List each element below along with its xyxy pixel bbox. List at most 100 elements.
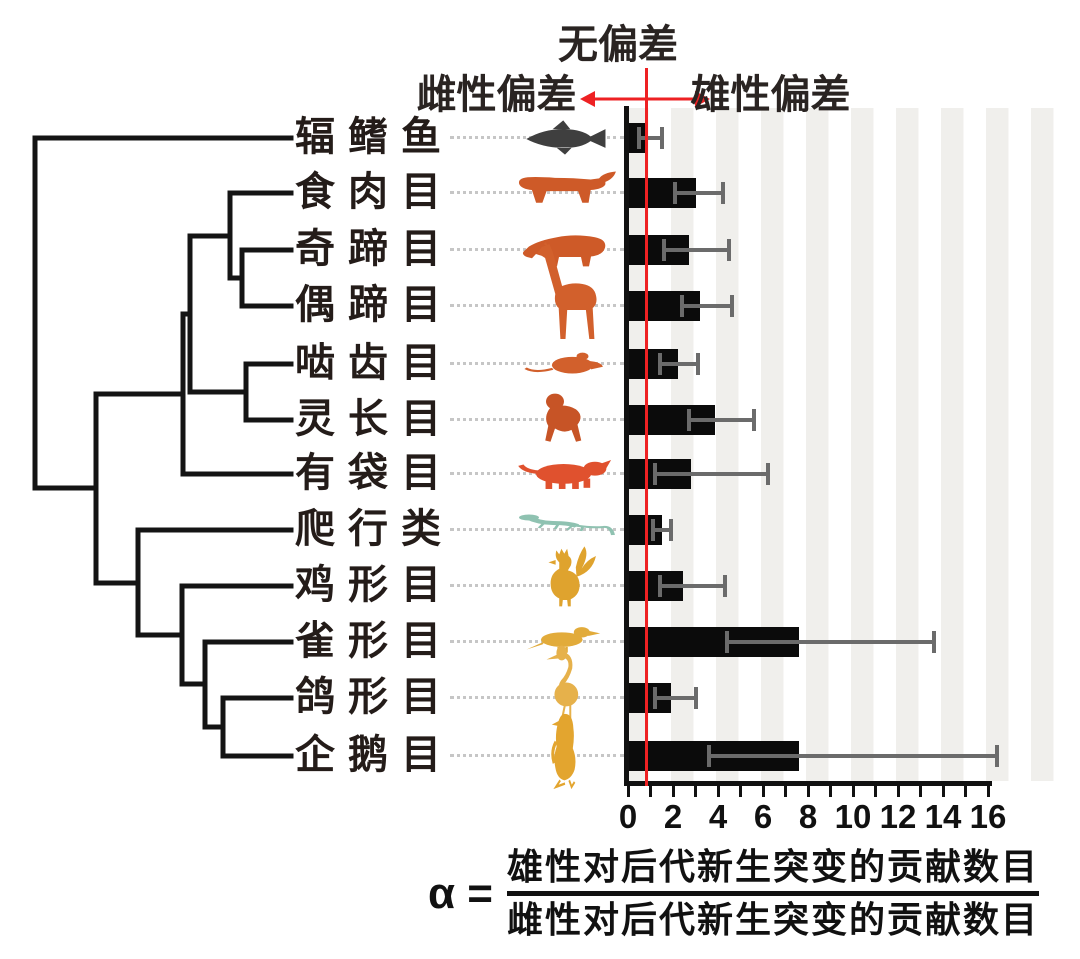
label-no-bias: 无偏差 bbox=[558, 23, 678, 67]
taxon-label: 企鹅目 bbox=[295, 733, 454, 777]
error-bar-line bbox=[655, 472, 768, 476]
taxon-label: 爬行类 bbox=[295, 507, 454, 551]
error-bar-line bbox=[727, 640, 934, 644]
fraction-bar bbox=[506, 891, 1039, 896]
taxon-label: 灵长目 bbox=[295, 397, 454, 441]
x-axis-tick bbox=[806, 786, 810, 797]
x-axis-tick bbox=[626, 786, 630, 797]
taxon-label: 鸡形目 bbox=[295, 563, 454, 607]
taxon-label: 有袋目 bbox=[295, 451, 454, 495]
taxon-label: 辐鳍鱼 bbox=[295, 115, 454, 159]
error-bar-cap bbox=[657, 353, 662, 375]
taxon-label: 奇蹄目 bbox=[295, 227, 454, 271]
row-leader-line bbox=[450, 754, 624, 757]
error-bar-cap bbox=[653, 687, 657, 709]
x-axis-tick-label: 14 bbox=[924, 798, 962, 835]
alpha-formula: α = 雄性对后代新生突变的贡献数目 雌性对后代新生突变的贡献数目 bbox=[428, 845, 1039, 942]
rodent-icon bbox=[523, 335, 608, 387]
x-axis-tick bbox=[694, 786, 697, 797]
error-bar-line bbox=[688, 418, 754, 422]
x-axis-tick bbox=[761, 786, 765, 797]
x-axis-tick bbox=[851, 786, 855, 797]
plot-striped-background bbox=[626, 108, 1063, 781]
row-leader-line bbox=[450, 418, 624, 421]
x-axis-tick bbox=[671, 786, 675, 797]
x-axis-tick bbox=[716, 786, 720, 797]
error-bar-cap bbox=[659, 127, 664, 149]
label-male-bias: 雄性偏差 bbox=[690, 73, 851, 117]
error-bar-cap bbox=[657, 575, 662, 597]
songbird-icon bbox=[525, 610, 605, 662]
x-axis-tick bbox=[919, 786, 922, 797]
taxon-label: 食肉目 bbox=[295, 170, 454, 214]
row-leader-line bbox=[450, 640, 624, 643]
taxon-label: 鸽形目 bbox=[295, 675, 454, 719]
x-axis-tick-label: 8 bbox=[798, 798, 818, 835]
error-bar-cap bbox=[637, 127, 642, 149]
bias-direction-arrow bbox=[580, 91, 710, 107]
y-axis-line bbox=[624, 106, 629, 786]
x-axis-tick bbox=[784, 786, 787, 797]
error-bar-line bbox=[664, 248, 730, 252]
rooster-icon bbox=[529, 540, 601, 620]
taxon-label: 雀形目 bbox=[295, 619, 454, 663]
x-axis-tick-label: 16 bbox=[969, 798, 1007, 835]
error-bar-cap bbox=[727, 239, 732, 261]
alpha-equals: α = bbox=[428, 868, 493, 918]
error-bar-line bbox=[682, 304, 732, 308]
arrowhead-left-icon bbox=[580, 91, 595, 107]
x-axis-tick bbox=[829, 786, 832, 797]
x-axis-tick bbox=[739, 786, 742, 797]
error-bar-line bbox=[659, 362, 698, 366]
error-bar-cap bbox=[686, 409, 691, 431]
label-female-bias: 雌性偏差 bbox=[416, 73, 577, 117]
x-axis-tick-label: 6 bbox=[753, 798, 773, 835]
penguin-icon bbox=[535, 709, 595, 791]
error-bar-cap bbox=[720, 182, 725, 204]
taxon-label: 偶蹄目 bbox=[295, 283, 454, 327]
x-axis-tick-label: 0 bbox=[618, 798, 638, 835]
error-bar-line bbox=[652, 528, 671, 532]
error-bar-cap bbox=[729, 295, 734, 317]
error-bar-cap bbox=[695, 353, 700, 375]
felid-icon bbox=[513, 161, 618, 219]
error-bar-cap bbox=[765, 463, 770, 485]
row-leader-line bbox=[450, 304, 624, 307]
error-bar-cap bbox=[995, 745, 999, 767]
x-axis-tick-label: 2 bbox=[663, 798, 683, 835]
x-axis-tick bbox=[896, 786, 900, 797]
error-bar-cap bbox=[650, 519, 655, 541]
error-bar-cap bbox=[722, 575, 727, 597]
error-bar-line bbox=[675, 191, 723, 195]
error-bar-line bbox=[639, 136, 662, 140]
error-bar-line bbox=[655, 696, 696, 700]
formula-numerator: 雄性对后代新生突变的贡献数目 bbox=[506, 846, 1039, 887]
x-axis-line bbox=[624, 781, 992, 786]
x-axis-tick bbox=[964, 786, 967, 797]
tapir-icon bbox=[515, 218, 615, 280]
formula-denominator: 雌性对后代新生突变的贡献数目 bbox=[506, 899, 1039, 940]
fish-icon bbox=[521, 112, 609, 164]
taxon-label: 啮齿目 bbox=[295, 341, 454, 385]
error-bar-cap bbox=[680, 295, 684, 317]
formula-fraction: 雄性对后代新生突变的贡献数目 雌性对后代新生突变的贡献数目 bbox=[506, 845, 1039, 942]
giraffe-icon bbox=[523, 242, 608, 342]
row-leader-line bbox=[450, 362, 624, 365]
arrowhead-right-icon bbox=[695, 91, 710, 107]
row-leader-line bbox=[450, 696, 624, 699]
no-bias-reference-line bbox=[645, 68, 648, 786]
x-axis-tick-label: 4 bbox=[708, 798, 728, 835]
row-leader-line bbox=[450, 528, 624, 531]
error-bar-cap bbox=[662, 239, 666, 261]
x-axis-tick bbox=[874, 786, 877, 797]
x-axis-tick-label: 12 bbox=[879, 798, 917, 835]
error-bar-cap bbox=[752, 409, 756, 431]
error-bar-cap bbox=[693, 687, 698, 709]
error-bar-cap bbox=[668, 519, 673, 541]
x-axis-tick bbox=[649, 786, 652, 797]
x-axis-tick bbox=[941, 786, 945, 797]
marsupial-icon bbox=[517, 442, 613, 500]
x-axis-tick-label: 10 bbox=[834, 798, 872, 835]
error-bar-cap bbox=[653, 463, 657, 485]
